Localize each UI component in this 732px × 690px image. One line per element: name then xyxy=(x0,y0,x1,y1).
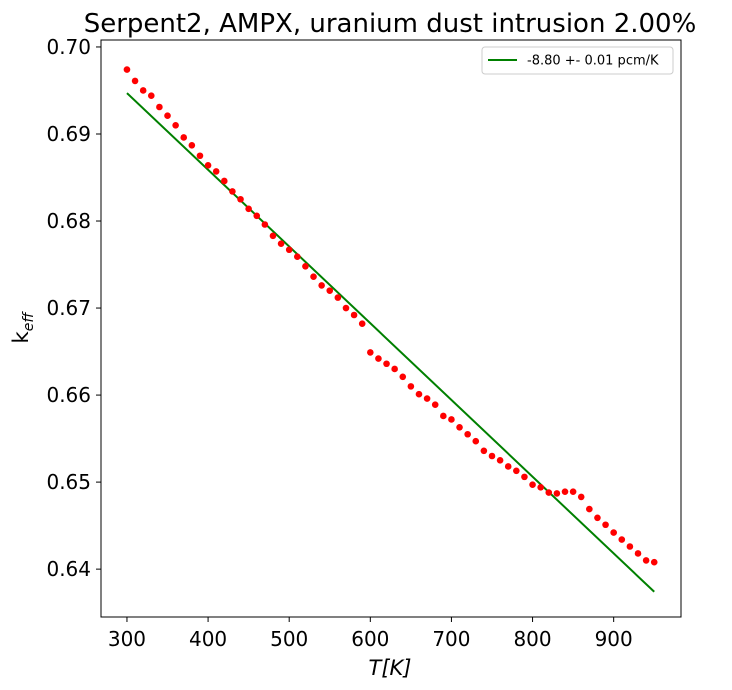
data-point xyxy=(326,287,334,294)
y-axis-title: keff xyxy=(9,311,37,344)
data-point xyxy=(188,142,196,149)
data-point xyxy=(407,383,415,390)
data-point xyxy=(431,401,439,408)
data-point xyxy=(399,373,407,381)
y-tick-label: 0.66 xyxy=(46,383,91,407)
y-tick-label: 0.67 xyxy=(46,296,91,320)
data-point xyxy=(602,521,609,529)
data-point xyxy=(561,488,569,495)
data-point xyxy=(537,484,544,491)
y-tick-label: 0.69 xyxy=(46,122,91,146)
y-tick-label: 0.70 xyxy=(46,35,91,59)
data-point xyxy=(261,221,269,228)
data-point xyxy=(626,543,634,550)
fit-line xyxy=(126,92,655,593)
data-point xyxy=(212,168,220,175)
data-point xyxy=(367,349,374,356)
data-point xyxy=(269,232,277,240)
data-point xyxy=(415,390,423,398)
data-point xyxy=(221,177,228,185)
data-point xyxy=(375,355,382,362)
legend: -8.80 +- 0.01 pcm/K xyxy=(481,46,674,75)
y-tick-label: 0.64 xyxy=(46,557,91,581)
data-point xyxy=(245,205,252,213)
data-point xyxy=(440,412,447,420)
data-point xyxy=(237,195,244,203)
data-point xyxy=(521,473,528,481)
data-point xyxy=(529,481,536,489)
data-point xyxy=(464,430,471,438)
data-points-layer xyxy=(123,66,658,566)
x-tick-label: 400 xyxy=(189,627,227,651)
data-point xyxy=(196,152,204,160)
x-axis: 300 400 500 600 700 800 900 xyxy=(108,617,633,651)
x-tick-label: 300 xyxy=(108,627,146,651)
x-tick-label: 900 xyxy=(595,627,633,651)
data-point xyxy=(358,320,366,328)
data-point xyxy=(310,273,317,281)
data-point xyxy=(496,457,504,464)
data-point xyxy=(456,423,463,431)
data-point xyxy=(618,536,626,543)
y-axis: 0.64 0.65 0.66 0.67 0.68 0.69 0.70 xyxy=(46,35,101,581)
data-point xyxy=(594,514,601,522)
y-axis-title-subscript: eff xyxy=(21,311,37,332)
data-point xyxy=(423,395,431,402)
legend-box xyxy=(481,46,674,75)
x-tick-label: 600 xyxy=(351,627,389,651)
data-point xyxy=(253,212,261,220)
data-point xyxy=(448,416,455,423)
data-point xyxy=(342,304,350,312)
data-point xyxy=(318,282,325,289)
data-point xyxy=(334,294,342,301)
data-point xyxy=(204,162,212,169)
data-point xyxy=(229,188,236,195)
data-point xyxy=(172,121,179,129)
plot-area xyxy=(100,39,682,618)
data-point xyxy=(577,493,585,501)
data-point xyxy=(147,92,155,99)
y-tick-label: 0.68 xyxy=(46,209,91,233)
data-point xyxy=(123,66,131,73)
legend-label: -8.80 +- 0.01 pcm/K xyxy=(527,54,659,69)
data-point xyxy=(277,240,285,247)
data-point xyxy=(504,463,512,470)
data-point xyxy=(545,489,553,496)
x-axis-title: T[K] xyxy=(369,656,412,680)
data-point xyxy=(642,557,650,564)
y-tick-label: 0.65 xyxy=(46,470,91,494)
data-point xyxy=(472,437,480,445)
fit-line-layer xyxy=(126,92,655,593)
data-point xyxy=(164,112,171,120)
data-point xyxy=(285,246,293,254)
data-point xyxy=(553,490,561,497)
data-point xyxy=(139,87,147,94)
y-axis-title-base: k xyxy=(9,330,33,343)
data-point xyxy=(302,262,309,270)
data-point xyxy=(586,505,593,513)
data-point xyxy=(488,452,496,460)
data-point xyxy=(569,488,577,495)
data-point xyxy=(131,77,139,85)
data-point xyxy=(650,558,658,566)
data-point xyxy=(634,550,642,557)
data-point xyxy=(610,529,617,536)
data-point xyxy=(480,447,488,455)
chart-title: Serpent2, AMPX, uranium dust intrusion 2… xyxy=(84,9,697,39)
data-point xyxy=(180,134,188,141)
x-tick-label: 800 xyxy=(513,627,551,651)
data-point xyxy=(156,103,163,111)
x-tick-label: 700 xyxy=(432,627,470,651)
data-point xyxy=(350,311,358,319)
data-point xyxy=(391,365,398,373)
x-tick-label: 500 xyxy=(270,627,308,651)
data-point xyxy=(513,467,520,475)
data-point xyxy=(294,253,301,261)
data-point xyxy=(383,360,390,368)
